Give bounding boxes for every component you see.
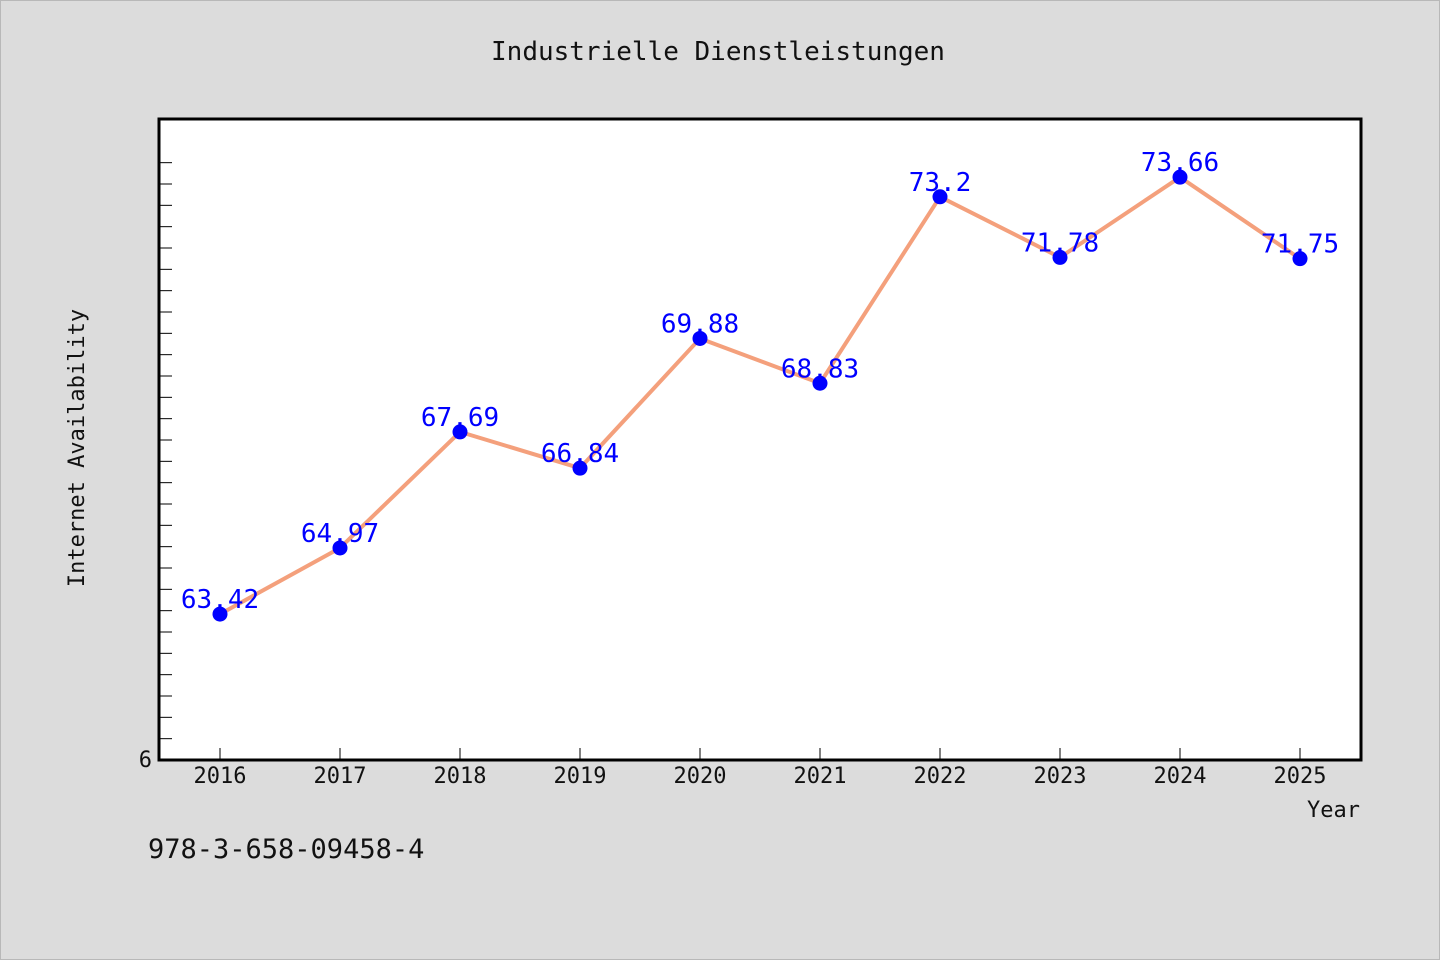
x-tick-label: 2020 — [674, 764, 727, 789]
x-tick-label: 2023 — [1034, 764, 1087, 789]
data-label: 71.78 — [1021, 228, 1099, 258]
data-label: 68.83 — [781, 354, 859, 384]
data-label: 67.69 — [421, 403, 499, 433]
data-point — [932, 189, 948, 205]
data-point — [692, 330, 708, 346]
data-label: 73.2 — [909, 168, 972, 198]
data-point — [1172, 169, 1188, 185]
x-tick-label: 2017 — [314, 764, 367, 789]
y-axis-label: Internet Availability — [65, 309, 90, 587]
data-point — [332, 540, 348, 556]
y-axis-ticks — [160, 162, 172, 740]
data-point — [812, 375, 828, 391]
plot-area — [157, 117, 1363, 762]
x-axis-label: Year — [1307, 798, 1360, 823]
data-labels: 63.42 64.97 67.69 66.84 69.88 68.83 73.2 71.78 7… — [181, 148, 1339, 615]
series-line — [219, 175, 1302, 616]
data-label: 63.42 — [181, 585, 259, 615]
x-tick-label: 2021 — [794, 764, 847, 789]
x-tick-label: 2022 — [914, 764, 967, 789]
x-tick-label: 2016 — [194, 764, 247, 789]
data-point — [572, 460, 588, 476]
data-label: 73.66 — [1141, 148, 1219, 178]
data-markers — [212, 169, 1308, 622]
x-tick-label: 2019 — [554, 764, 607, 789]
data-point — [1292, 251, 1308, 267]
x-tick-label: 2024 — [1154, 764, 1207, 789]
isbn-footnote: 978-3-658-09458-4 — [148, 834, 425, 865]
y-tick-label: 6 — [139, 748, 152, 773]
data-point — [1052, 249, 1068, 265]
x-tick-label: 2025 — [1274, 764, 1327, 789]
x-tick-label: 2018 — [434, 764, 487, 789]
chart-title: Industrielle Dienstleistungen — [491, 37, 945, 67]
data-label: 69.88 — [661, 309, 739, 339]
data-label: 64.97 — [301, 519, 379, 549]
data-point — [212, 606, 228, 622]
x-axis-ticks — [219, 748, 1301, 760]
data-label: 66.84 — [541, 439, 619, 469]
x-axis-tick-labels: 2016 2017 2018 2019 2020 2021 2022 2023 2024 2025 — [194, 764, 1327, 789]
data-point — [452, 424, 468, 440]
data-label: 71.75 — [1261, 230, 1339, 260]
